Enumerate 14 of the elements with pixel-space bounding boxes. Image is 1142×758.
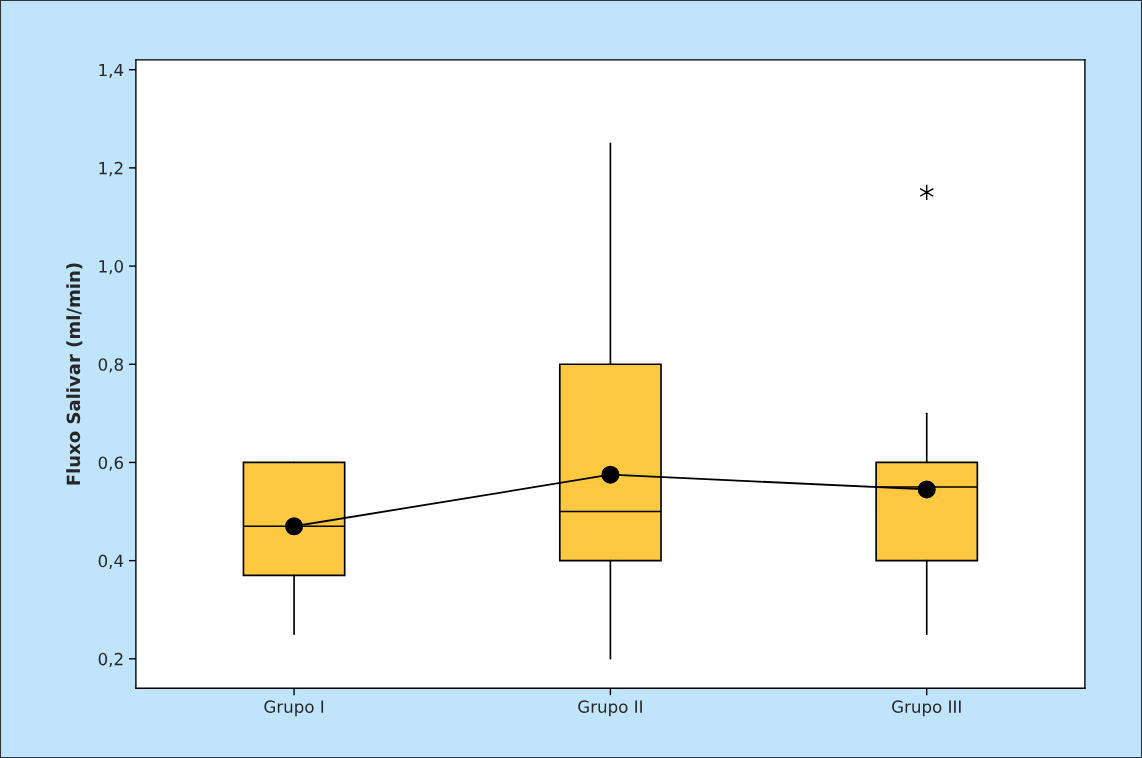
x-tick-label: Grupo I (264, 700, 324, 717)
y-tick-label: 0,4 (98, 554, 124, 569)
point (601, 465, 620, 484)
y-axis-title: Fluxo Salivar (ml/min) (66, 263, 83, 485)
y-tick-label: 1,0 (99, 260, 123, 275)
y-tick-label: 1,2 (99, 161, 123, 177)
x-tick-label: Grupo II (578, 700, 642, 717)
y-tick-label: 0,6 (98, 456, 124, 471)
x-tick-label: Grupo III (892, 700, 961, 717)
y-tick-label: 0,8 (98, 358, 123, 373)
y-tick-label: 0,2 (98, 652, 123, 668)
point (285, 517, 304, 536)
point (917, 480, 936, 499)
y-tick-label: 1,4 (99, 63, 124, 78)
